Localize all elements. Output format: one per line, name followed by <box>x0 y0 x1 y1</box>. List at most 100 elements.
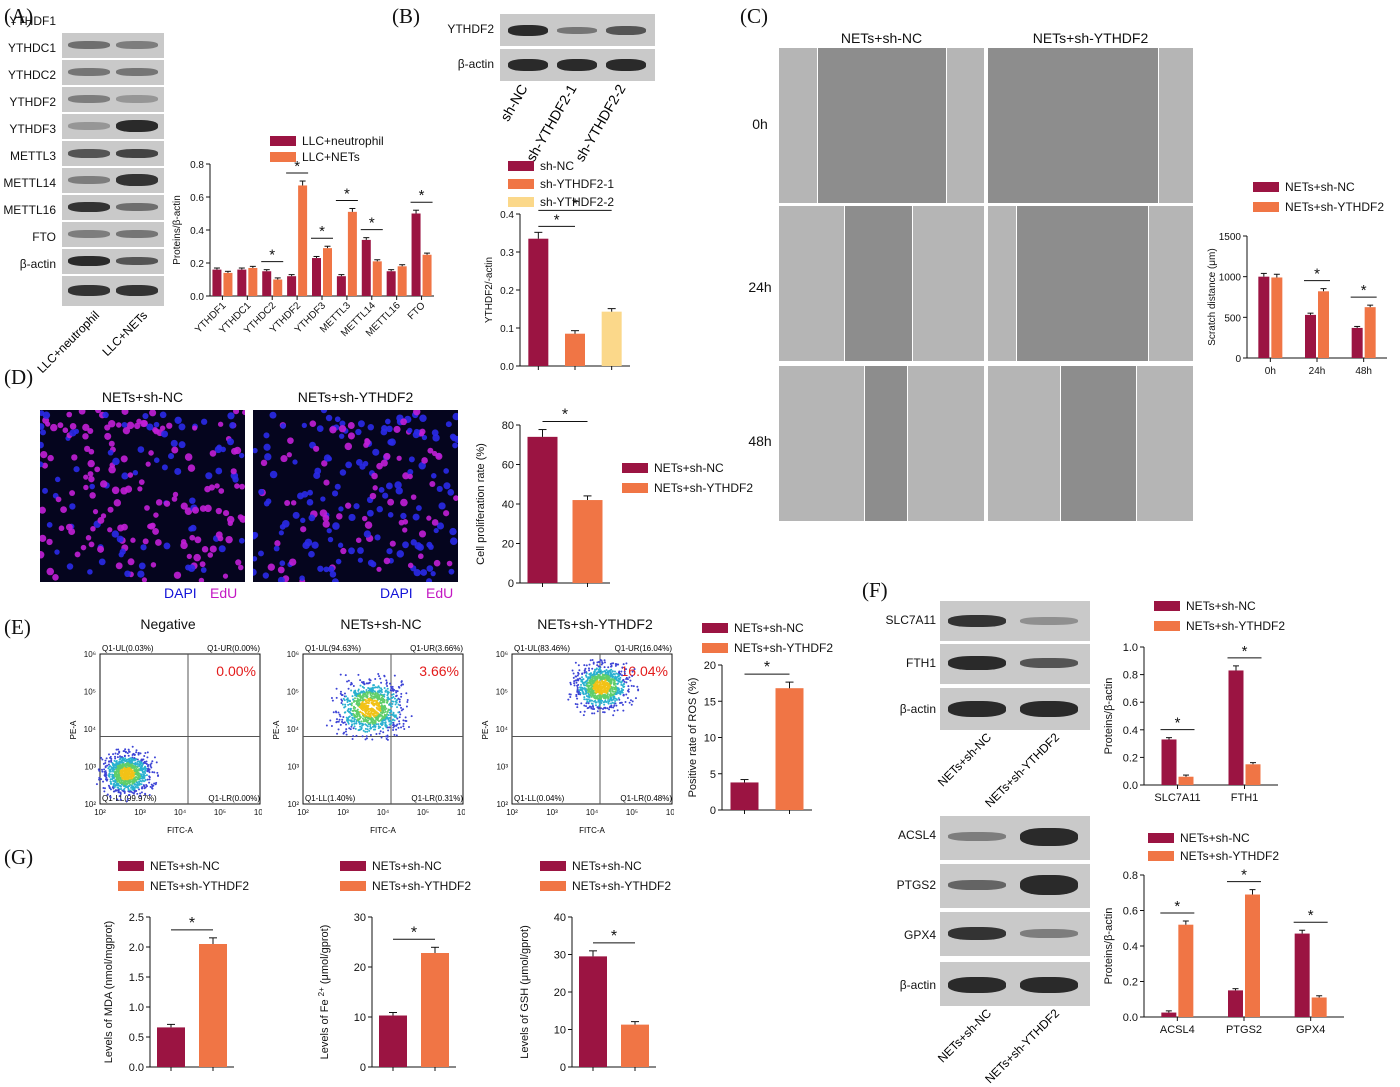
flow-x-tick: 10⁶ <box>254 808 262 817</box>
bar <box>422 254 432 296</box>
event-dot <box>627 688 630 691</box>
nucleus-dot <box>111 530 119 538</box>
bar <box>1178 924 1194 1017</box>
y-tick-label: 1500 <box>1219 232 1242 243</box>
event-dot <box>352 698 355 701</box>
nucleus-dot <box>65 523 73 531</box>
event-dot <box>140 791 143 794</box>
event-dot <box>133 777 136 780</box>
flow-x-tick: 10³ <box>134 808 146 817</box>
event-dot <box>618 678 621 681</box>
nucleus-dot <box>400 498 408 507</box>
event-dot <box>131 782 134 785</box>
event-dot <box>124 759 127 762</box>
event-dot <box>574 703 577 706</box>
nucleus-dot <box>407 469 414 475</box>
nucleus-dot <box>137 446 145 453</box>
event-dot <box>353 725 356 728</box>
event-dot <box>352 712 355 715</box>
nucleus-dot <box>344 442 353 451</box>
event-dot <box>601 678 604 681</box>
event-dot <box>108 787 111 790</box>
event-dot <box>339 673 342 676</box>
event-dot <box>358 723 361 726</box>
nucleus-dot <box>40 450 48 459</box>
event-dot <box>376 686 379 689</box>
nucleus-dot <box>447 488 455 496</box>
event-dot <box>397 711 400 714</box>
event-dot <box>343 699 346 702</box>
event-dot <box>583 684 586 687</box>
nucleus-dot <box>382 492 389 499</box>
event-dot <box>609 665 612 668</box>
event-dot <box>604 697 607 700</box>
event-dot <box>345 695 348 698</box>
event-dot <box>350 720 353 723</box>
event-dot <box>130 760 133 763</box>
chart-f1: 0.00.20.40.60.81.0Proteins/β-actinSLC7A1… <box>1103 599 1285 804</box>
event-dot <box>365 735 368 738</box>
y-tick-label: 0.4 <box>190 226 204 237</box>
nucleus-dot <box>430 473 437 479</box>
event-dot <box>631 700 634 703</box>
legend-swatch <box>540 861 566 871</box>
nucleus-dot <box>415 505 422 512</box>
nucleus-dot <box>40 429 46 436</box>
event-dot <box>625 681 628 684</box>
event-dot <box>603 690 606 693</box>
event-dot <box>154 783 157 786</box>
event-dot <box>118 750 121 753</box>
event-dot <box>342 721 345 724</box>
event-dot <box>105 771 108 774</box>
event-dot <box>361 713 364 716</box>
legend-label: NETs+sh-NC <box>150 859 220 873</box>
nucleus-dot <box>153 512 159 518</box>
flow-x-tick: 10⁵ <box>626 808 638 817</box>
nucleus-dot <box>421 434 428 441</box>
blot-a-label: YTHDC1 <box>7 41 56 55</box>
event-dot <box>123 790 126 793</box>
sig-star: * <box>1174 898 1180 915</box>
event-dot <box>122 783 125 786</box>
blot-f-label: ACSL4 <box>897 828 936 842</box>
nucleus-dot <box>204 504 212 513</box>
event-dot <box>118 773 121 776</box>
y-tick-label: 0.0 <box>500 362 514 373</box>
event-dot <box>141 765 144 768</box>
event-dot <box>369 718 372 721</box>
event-dot <box>356 714 359 717</box>
legend-label: NETs+sh-NC <box>1285 180 1355 194</box>
event-dot <box>145 762 148 765</box>
event-dot <box>338 718 341 721</box>
event-dot <box>366 721 369 724</box>
event-dot <box>95 783 98 786</box>
nucleus-dot <box>334 483 341 490</box>
flow-y-tick: 10³ <box>496 763 508 772</box>
event-dot <box>396 690 399 693</box>
event-dot <box>588 669 591 672</box>
event-dot <box>383 721 386 724</box>
nucleus-dot <box>260 459 268 467</box>
event-dot <box>594 676 597 679</box>
nucleus-dot <box>69 422 77 430</box>
event-dot <box>398 722 401 725</box>
event-dot <box>400 726 403 729</box>
nucleus-dot <box>66 563 74 570</box>
event-dot <box>591 707 594 710</box>
event-dot <box>359 696 362 699</box>
blot-a-label: β-actin <box>19 257 56 271</box>
event-dot <box>609 671 612 674</box>
event-dot <box>393 719 396 722</box>
event-dot <box>620 670 623 673</box>
event-dot <box>348 700 351 703</box>
event-dot <box>606 707 609 710</box>
micrograph <box>988 206 1193 361</box>
edu-label: EdU <box>426 585 454 601</box>
nucleus-dot <box>320 496 326 502</box>
event-dot <box>390 687 393 690</box>
nucleus-dot <box>284 500 291 506</box>
nucleus-dot <box>104 424 111 431</box>
x-tick-label: FTO <box>406 300 428 322</box>
blot-a-label: YTHDF3 <box>9 122 56 136</box>
